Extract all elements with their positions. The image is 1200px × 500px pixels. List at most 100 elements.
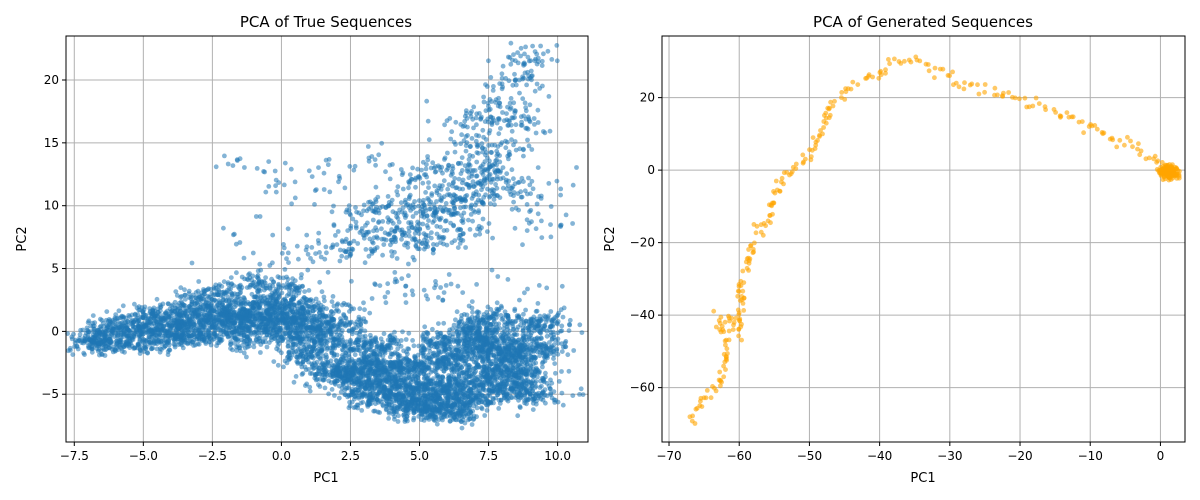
scatter-point (135, 312, 141, 318)
scatter-point (194, 307, 199, 312)
scatter-point (248, 304, 254, 309)
scatter-point (84, 325, 90, 331)
scatter-point (446, 389, 452, 394)
scatter-point (77, 332, 83, 337)
scatter-point (362, 333, 368, 339)
scatter-point (268, 300, 274, 306)
scatter-point (239, 274, 245, 280)
scatter-point (173, 334, 179, 340)
scatter-point (232, 329, 238, 335)
scatter-point (221, 297, 226, 303)
scatter-point (120, 303, 126, 309)
scatter-point (285, 311, 290, 317)
scatter-point (178, 285, 184, 291)
scatter-point (176, 324, 182, 330)
scatter-point (267, 286, 273, 292)
scatter-point (89, 344, 95, 350)
scatter-point (288, 297, 294, 302)
scatter-point (537, 313, 543, 319)
scatter-point (269, 316, 274, 322)
scatter-point (197, 332, 203, 337)
scatter-point (251, 307, 257, 313)
scatter-point (75, 346, 81, 352)
scatter-point (470, 309, 475, 315)
scatter-point (287, 285, 293, 291)
scatter-point (195, 341, 201, 347)
scatter-point (227, 306, 233, 312)
scatter-point (329, 299, 335, 305)
scatter-point (264, 332, 270, 338)
scatter-point (285, 328, 290, 334)
scatter-point (128, 340, 134, 346)
scatter-point (197, 293, 203, 298)
scatter-point (189, 310, 194, 316)
scatter-point (239, 326, 244, 331)
scatter-point (269, 331, 275, 337)
scatter-point (167, 347, 173, 353)
scatter-point (173, 320, 179, 326)
scatter-point (307, 371, 313, 376)
scatter-point (316, 305, 322, 311)
scatter-point (181, 328, 187, 333)
scatter-point (183, 296, 188, 302)
scatter-point (130, 327, 136, 333)
scatter-point (173, 329, 179, 335)
scatter-point (100, 320, 106, 326)
scatter-point (147, 340, 153, 345)
scatter-point (331, 303, 337, 309)
scatter-point (533, 309, 539, 314)
scatter-point (227, 328, 232, 334)
scatter-point (201, 287, 206, 292)
scatter-point (317, 331, 322, 337)
scatter-point (496, 406, 502, 411)
scatter-point (262, 280, 268, 286)
scatter-point (263, 309, 269, 315)
scatter-point (244, 324, 250, 329)
scatter-point (484, 408, 490, 413)
scatter-point (232, 291, 238, 297)
scatter-point (200, 308, 206, 314)
scatter-point (317, 279, 323, 285)
scatter-point (309, 324, 314, 329)
scatter-point (179, 294, 185, 299)
scatter-point (254, 318, 259, 324)
scatter-point (176, 342, 182, 347)
scatter-point (106, 336, 112, 342)
scatter-point (156, 339, 162, 345)
scatter-point (208, 342, 214, 348)
scatter-point (322, 298, 327, 304)
scatter-point (193, 326, 199, 332)
scatter-point (122, 349, 127, 355)
scatter-point (474, 405, 480, 411)
scatter-point (112, 334, 117, 339)
scatter-point (331, 319, 337, 324)
scatter-point (308, 297, 314, 302)
scatter-point (241, 296, 247, 301)
scatter-point (289, 281, 295, 286)
scatter-point (233, 300, 239, 306)
scatter-point (232, 315, 238, 321)
scatter-point (297, 299, 303, 304)
scatter-point (109, 340, 115, 345)
scatter-point (112, 316, 118, 322)
scatter-point (334, 307, 340, 312)
scatter-point (275, 339, 280, 345)
scatter-point (321, 294, 327, 300)
scatter-point (296, 285, 301, 291)
scatter-point (411, 343, 417, 349)
scatter-point (319, 320, 325, 326)
scatter-point (236, 345, 242, 351)
scatter-point (132, 345, 138, 351)
scatter-point (136, 304, 142, 310)
scatter-point (306, 304, 312, 310)
scatter-point (252, 294, 258, 300)
scatter-point (88, 323, 94, 329)
scatter-point (219, 284, 225, 289)
scatter-point (544, 333, 550, 339)
scatter-point (286, 291, 292, 297)
scatter-point (311, 313, 317, 319)
scatter-point (277, 275, 283, 281)
scatter-point (271, 279, 276, 285)
scatter-point (312, 319, 317, 325)
scatter-point (276, 311, 282, 317)
